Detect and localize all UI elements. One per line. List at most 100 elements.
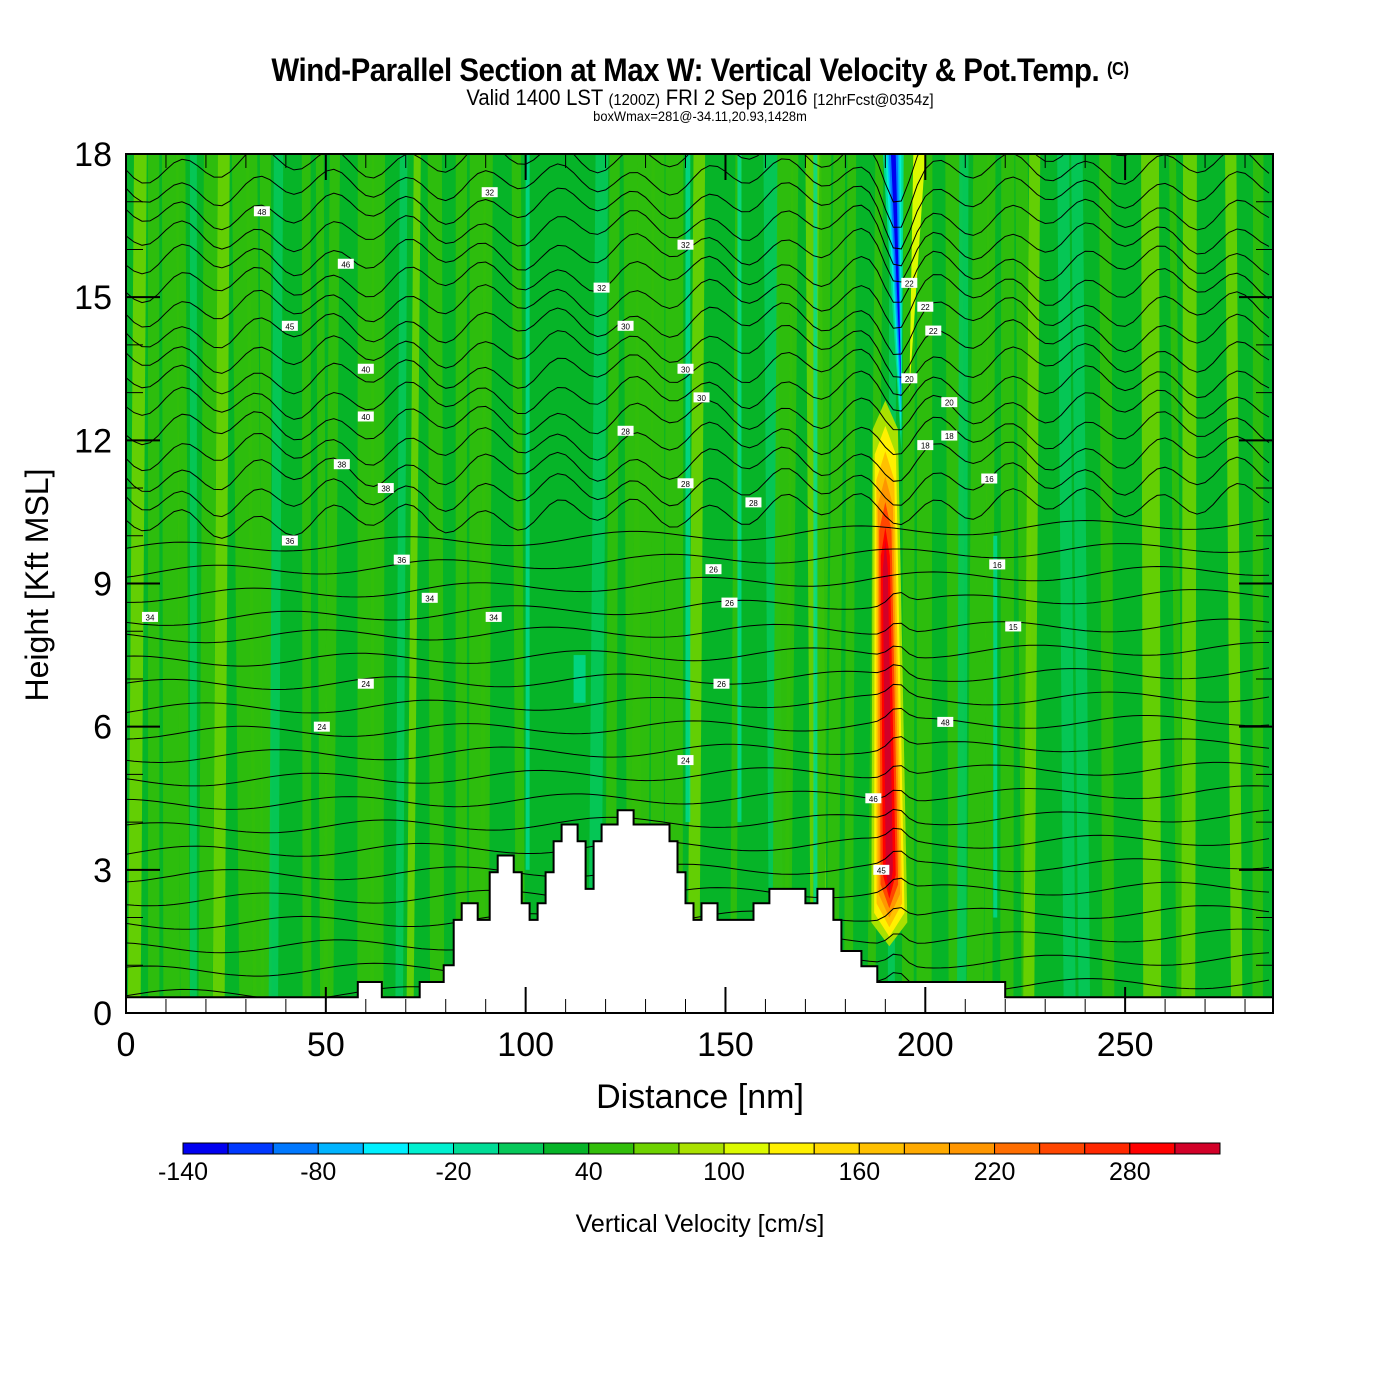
contour-label: 18 [917,440,934,451]
contour-label-text: 28 [681,480,690,489]
contour-label-bg [253,206,270,217]
y-tick-label: 0 [93,995,112,1033]
contour-label-text: 22 [921,303,930,312]
valid-date: FRI 2 Sep 2016 [665,85,808,110]
theta-contour [126,154,1270,228]
contour-label-text: 16 [993,561,1002,570]
contour-label-bg [481,187,498,198]
downdraft-layer [890,154,902,393]
colorbar-segment [1039,1142,1086,1155]
downdraft-band [525,154,530,870]
contour-label-bg [693,392,710,403]
contour-label-text: 36 [397,556,406,565]
colorbar-tick-label: -80 [300,1158,336,1186]
contour-label: 46 [337,258,354,269]
theta-contour [126,341,1270,396]
weak-w-band [370,154,386,1013]
contour-label: 30 [617,320,634,331]
theta-contour [126,482,1270,539]
contour-label-bg [901,373,918,384]
colorbar-tick-label: 40 [575,1158,603,1186]
colorbar-segment [813,1142,860,1155]
x-tick-label: 50 [307,1026,345,1064]
colorbar-tick-label: 220 [974,1158,1016,1186]
contour-label: 34 [421,592,438,603]
contour-label-text: 24 [361,680,370,689]
contour-label-text: 38 [381,485,390,494]
contour-label-bg [917,440,934,451]
downdraft-band [573,655,586,703]
theta-contour [126,877,1270,907]
contour-label: 40 [357,411,374,422]
theta-contour [126,313,1270,378]
weak-w-band [161,154,180,1013]
theta-contours [126,154,1270,1001]
contour-label-text: 30 [621,322,630,331]
contour-label-bg [421,592,438,603]
downdraft-layer [888,154,902,407]
theta-contour [126,268,1270,329]
weak-w-band [1099,154,1115,1013]
colorbar-segment [227,1142,274,1155]
theta-contour [126,707,1270,740]
contour-label-text: 46 [869,795,878,804]
contour-label-text: 32 [681,241,690,250]
contour-label: 38 [377,483,394,494]
weak-w-band [175,154,190,1013]
contour-label-text: 32 [485,189,494,198]
theta-contour [126,222,1270,283]
contour-label-bg [873,864,890,875]
contour-label: 32 [677,239,694,250]
colorbar-tick-label: -20 [435,1158,471,1186]
contour-label-text: 28 [749,499,758,508]
contour-label-bg [941,430,958,441]
contour-label-text: 20 [945,399,954,408]
colorbar-segment [182,1142,229,1155]
contour-label-bg [333,459,350,470]
weak-w-band [1023,154,1041,1013]
velocity-field [126,154,1273,1013]
x-tick-label: 150 [697,1026,754,1064]
theta-contour [126,589,1270,626]
contour-label: 24 [677,755,694,766]
contour-label: 32 [481,187,498,198]
contour-label-bg [1005,621,1022,632]
contour-label-bg [745,497,762,508]
theta-contour [126,389,1270,446]
colorbar-segment [723,1142,770,1155]
weak-w-band [587,154,609,1013]
contour-label: 20 [941,397,958,408]
contour-label-text: 34 [489,613,498,622]
chart-subtitle: Valid 1400 LST (1200Z) FRI 2 Sep 2016 [1… [56,85,1344,111]
contour-label-bg [989,559,1006,570]
contour-label: 45 [281,320,298,331]
colorbar-segment [453,1142,500,1155]
contour-label-text: 30 [697,394,706,403]
colorbar-label: Vertical Velocity [cm/s] [576,1210,825,1238]
weak-w-band [323,154,341,1013]
colorbar-tick-label: 100 [703,1158,745,1186]
contour-label: 46 [865,793,882,804]
colorbar-tick-label: -140 [158,1158,208,1186]
contour-label-text: 24 [317,723,326,732]
contour-label-bg [677,239,694,250]
copyright-mark: (C) [1106,59,1129,79]
theta-contour [126,808,1270,834]
y-tick-label: 3 [93,852,112,890]
contour-label: 18 [941,430,958,441]
colorbar-segment [633,1142,680,1155]
x-tick-label: 250 [1097,1026,1154,1064]
contour-label-bg [337,258,354,269]
contour-label: 34 [485,611,502,622]
theta-contour [126,154,1270,203]
contour-label: 48 [253,206,270,217]
weak-w-band [966,154,990,1013]
flank-updraft [909,154,926,393]
weak-w-band [511,154,526,1013]
weak-w-band [1071,154,1091,1013]
colorbar-segment [903,1142,950,1155]
contour-label-bg [617,425,634,436]
weak-w-band [783,154,799,1013]
contour-label-text: 40 [361,413,370,422]
